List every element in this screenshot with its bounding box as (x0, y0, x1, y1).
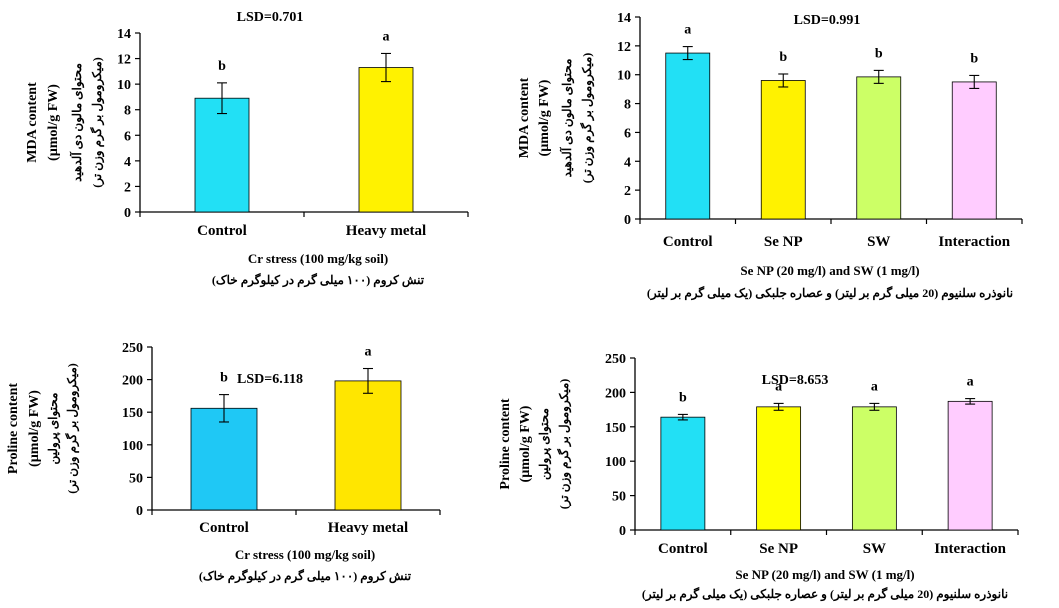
y-tick-label: 0 (619, 524, 626, 539)
significance-letter: a (383, 29, 390, 44)
bar (334, 380, 402, 511)
y-tick-label: 14 (117, 27, 131, 42)
category-label: Interaction (938, 234, 1010, 250)
y-axis-unit-persian: (میکرومول بر گرم وزن تر) (89, 57, 105, 188)
y-axis-title-persian: محتوای پرولین (537, 408, 552, 480)
y-tick-label: 100 (122, 439, 143, 454)
y-axis-unit: (µmol/g FW) (46, 84, 61, 161)
y-axis-title: MDA content (517, 77, 532, 158)
y-axis-title: MDA content (25, 82, 40, 163)
significance-letter: a (684, 23, 691, 38)
y-axis-unit: (µmol/g FW) (518, 405, 533, 482)
category-label: Control (658, 541, 708, 557)
significance-letter: b (875, 46, 883, 61)
y-tick-label: 2 (124, 180, 131, 195)
y-axis-title: Proline content (6, 383, 21, 474)
x-axis-title-persian: تنش کروم (۱۰۰ میلی گرم در کیلوگرم خاک) (199, 568, 412, 584)
significance-letter: a (967, 375, 974, 390)
significance-letter: a (871, 379, 878, 394)
category-label: Se NP (764, 234, 803, 250)
y-tick-label: 250 (605, 352, 626, 367)
y-tick-label: 10 (617, 69, 631, 84)
significance-letter: b (970, 51, 978, 66)
bar (756, 406, 802, 531)
bar (951, 81, 997, 220)
significance-letter: b (218, 59, 226, 74)
bar (660, 416, 706, 531)
category-label: Control (199, 520, 249, 536)
y-tick-label: 0 (624, 213, 631, 228)
chart-proline-cr-stress: 0 50 100 150 200 250 b Control a Heavy metal LSD=6… (6, 341, 441, 584)
y-axis-title-persian: محتوای پرولین (46, 393, 61, 465)
y-tick-label: 14 (617, 11, 631, 26)
bar (947, 400, 993, 531)
y-axis-unit-persian: (میکرومول بر گرم وزن تر) (579, 53, 595, 184)
x-axis-title: Se NP (20 mg/l) and SW (1 mg/l) (740, 263, 919, 278)
bar (665, 52, 711, 220)
x-axis-title-persian: نانوذره سلنیوم (20 میلی گرم بر لیتر) و ع… (642, 586, 1008, 602)
significance-letter: b (220, 371, 228, 386)
y-tick-label: 6 (624, 126, 631, 141)
y-axis-title: Proline content (498, 398, 513, 489)
y-tick-label: 8 (624, 98, 631, 113)
bar (358, 67, 414, 213)
y-axis-unit-persian: (میکرومول بر گرم وزن تر) (64, 363, 80, 494)
y-tick-label: 10 (117, 78, 131, 93)
category-label: SW (863, 541, 886, 557)
y-tick-label: 250 (122, 341, 143, 356)
lsd-label: LSD=6.118 (237, 372, 303, 387)
y-tick-label: 2 (624, 184, 631, 199)
y-tick-label: 0 (136, 504, 143, 519)
y-tick-label: 50 (612, 490, 626, 505)
y-axis-title-persian: محتوای مالون دی آلدهید (68, 63, 85, 182)
bar (856, 76, 902, 220)
chart-proline-treatments: 0 50 100 150 200 250 b Control a Se NP a SW a Interac… (498, 352, 1019, 602)
significance-letter: b (779, 50, 787, 65)
chart-mda-treatments: 0 2 4 6 8 10 12 14 a Control b Se NP b SW b Interaction… (517, 11, 1023, 301)
y-tick-label: 12 (117, 53, 131, 68)
y-axis-title-persian: محتوای مالون دی آلدهید (558, 59, 575, 178)
bar (194, 97, 250, 213)
y-tick-label: 150 (605, 421, 626, 436)
lsd-label: LSD=0.991 (794, 13, 861, 28)
category-label: Se NP (759, 541, 798, 557)
y-tick-label: 200 (605, 386, 626, 401)
bar (190, 407, 258, 511)
x-axis-title: Cr stress (100 mg/kg soil) (248, 251, 388, 266)
y-axis-unit: (µmol/g FW) (537, 79, 552, 156)
y-tick-label: 4 (624, 155, 631, 170)
x-axis-title-persian: تنش کروم (۱۰۰ میلی گرم در کیلوگرم خاک) (212, 272, 425, 288)
y-tick-label: 8 (124, 104, 131, 119)
y-tick-label: 50 (129, 471, 143, 486)
lsd-label: LSD=0.701 (237, 10, 304, 25)
bar (760, 80, 806, 220)
bar (851, 406, 897, 531)
category-label: Heavy metal (328, 520, 408, 536)
lsd-label: LSD=8.653 (762, 373, 829, 388)
chart-mda-cr-stress: 0 2 4 6 8 10 12 14 b Control a Heavy metal LSD=0.701… (25, 10, 469, 288)
y-tick-label: 0 (124, 206, 131, 221)
y-axis-unit: (µmol/g FW) (27, 390, 42, 467)
category-label: Control (663, 234, 713, 250)
y-tick-label: 200 (122, 374, 143, 389)
significance-letter: a (775, 379, 782, 394)
category-label: Interaction (934, 541, 1006, 557)
y-tick-label: 150 (122, 406, 143, 421)
x-axis-title-persian: نانوذره سلنیوم (20 میلی گرم بر لیتر) و ع… (647, 285, 1013, 301)
category-label: SW (867, 234, 890, 250)
y-axis-unit-persian: (میکرومول بر گرم وزن تر) (556, 379, 572, 510)
x-axis-title: Se NP (20 mg/l) and SW (1 mg/l) (735, 567, 914, 582)
category-label: Control (197, 223, 247, 239)
y-tick-label: 6 (124, 129, 131, 144)
category-label: Heavy metal (346, 223, 426, 239)
y-tick-label: 100 (605, 455, 626, 470)
x-axis-title: Cr stress (100 mg/kg soil) (235, 547, 375, 562)
significance-letter: a (365, 345, 372, 360)
y-tick-label: 12 (617, 40, 631, 55)
y-tick-label: 4 (124, 155, 131, 170)
significance-letter: b (679, 390, 687, 405)
